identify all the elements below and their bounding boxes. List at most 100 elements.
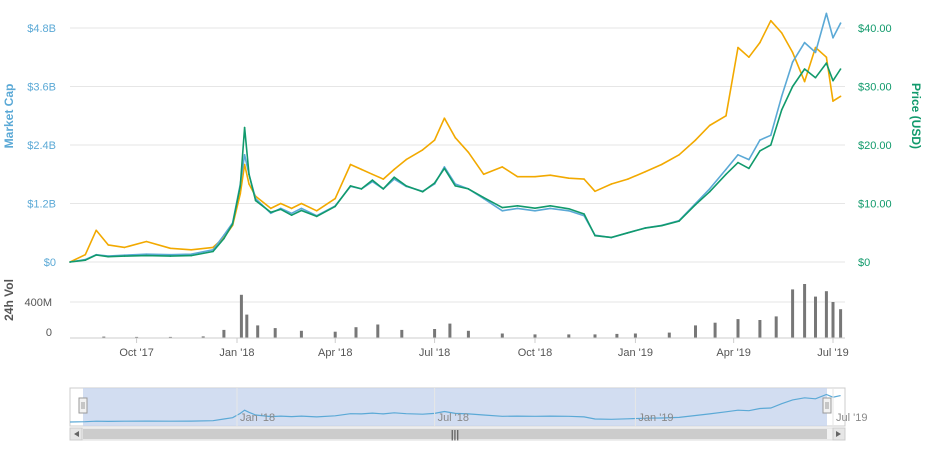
right-tick-label: $10.00 xyxy=(858,199,892,211)
data-point-btc_price xyxy=(501,166,504,168)
data-point-price xyxy=(84,259,87,262)
scrollbar-grip: ||| xyxy=(451,429,460,441)
handle-body[interactable] xyxy=(78,397,88,414)
data-point-market_cap xyxy=(759,139,761,141)
data-point-btc_price xyxy=(748,56,750,58)
data-point-price xyxy=(231,223,234,225)
data-point-btc_price xyxy=(770,19,772,22)
scrollbar-thumb[interactable] xyxy=(83,429,827,439)
main-plot xyxy=(69,12,842,263)
data-point-price xyxy=(95,254,97,256)
data-point-btc_price xyxy=(315,210,318,212)
data-point-btc_price xyxy=(694,139,697,141)
data-point-btc_price xyxy=(534,175,536,178)
data-point-btc_price xyxy=(549,174,552,176)
data-point-market_cap xyxy=(534,210,536,212)
data-point-btc_price xyxy=(759,41,761,44)
data-point-price xyxy=(405,185,408,187)
data-point-btc_price xyxy=(627,178,629,180)
volume-bar xyxy=(713,322,717,338)
data-point-btc_price xyxy=(95,229,97,232)
volume-bar xyxy=(448,323,452,338)
handle-body[interactable] xyxy=(822,397,832,414)
left-tick-label: $3.6B xyxy=(27,82,56,94)
data-point-btc_price xyxy=(725,115,727,117)
data-point-btc_price xyxy=(737,46,739,49)
data-point-market_cap xyxy=(501,210,504,212)
chevron-left-icon xyxy=(74,431,79,437)
data-point-market_cap xyxy=(145,253,148,255)
x-tick-label: Apr '19 xyxy=(716,347,751,359)
series-line-price xyxy=(69,62,842,263)
data-point-market_cap xyxy=(725,168,727,171)
data-point-price xyxy=(748,167,750,170)
volume-tick-label: 400M xyxy=(24,297,52,309)
chevron-right-icon xyxy=(836,431,841,437)
data-point-price xyxy=(678,220,680,222)
data-point-btc_price xyxy=(467,151,470,154)
data-point-price xyxy=(832,79,834,82)
data-point-price xyxy=(467,188,470,190)
volume-bar xyxy=(667,332,671,338)
data-point-btc_price xyxy=(825,56,828,58)
data-point-market_cap xyxy=(708,188,711,190)
data-point-btc_price xyxy=(433,139,436,141)
x-tick-label: Jul '18 xyxy=(419,347,450,359)
data-point-btc_price xyxy=(360,168,363,171)
data-point-price xyxy=(610,236,613,239)
x-axis: Oct '17 Jan '18 Apr '18 Jul '18 Oct '18 Jan '… xyxy=(70,337,849,359)
data-point-price xyxy=(482,196,485,199)
data-point-market_cap xyxy=(791,61,794,63)
data-point-market_cap xyxy=(568,210,570,212)
x-tick-label: Oct '18 xyxy=(518,347,553,359)
navigator-selected-range[interactable] xyxy=(83,388,827,426)
data-point-price xyxy=(190,254,192,257)
data-point-btc_price xyxy=(334,197,337,200)
data-point-price xyxy=(371,179,374,181)
x-tick-label: Jan '18 xyxy=(219,347,254,359)
data-point-price xyxy=(516,205,519,207)
navigator-left-handle[interactable] xyxy=(78,397,88,414)
right-axis-title: Price (USD) xyxy=(909,83,923,149)
volume-bar xyxy=(791,289,795,338)
data-point-price xyxy=(725,173,727,176)
main-gridlines: $0 $1.2B $2.4B $3.6B $4.8B $0 $10.00 $20.00 $30.… xyxy=(27,23,891,269)
volume-tick-label: 0 xyxy=(46,327,52,339)
left-tick-label: $1.2B xyxy=(27,199,56,211)
data-point-btc_price xyxy=(610,183,613,185)
data-point-btc_price xyxy=(382,178,385,180)
scrollbar[interactable]: ||| xyxy=(69,427,846,441)
data-point-price xyxy=(212,250,214,253)
data-point-btc_price xyxy=(212,246,214,249)
data-point-market_cap xyxy=(770,134,772,137)
data-point-price xyxy=(594,234,596,237)
volume-bar xyxy=(593,334,597,338)
data-point-market_cap xyxy=(300,207,303,210)
navigator-right-handle[interactable] xyxy=(822,397,832,414)
data-point-btc_price xyxy=(393,168,396,171)
data-point-market_cap xyxy=(832,37,834,39)
data-point-btc_price xyxy=(270,207,272,210)
data-point-price xyxy=(644,227,646,229)
data-point-price xyxy=(334,205,337,208)
data-point-price xyxy=(349,185,352,187)
volume-bar xyxy=(222,329,226,338)
navigator[interactable]: Jan '18 Jul '18 Jan '19 Jul '19 xyxy=(69,387,867,427)
data-point-btc_price xyxy=(421,149,424,151)
data-point-btc_price xyxy=(803,80,806,83)
data-point-btc_price xyxy=(371,173,374,176)
axis-titles: Market Cap Price (USD) 24h Vol xyxy=(2,83,923,321)
right-tick-label: $40.00 xyxy=(858,23,892,35)
data-point-market_cap xyxy=(190,253,192,255)
right-tick-label: $0 xyxy=(858,257,870,269)
volume-bar xyxy=(168,336,172,338)
x-tick-label: Apr '18 xyxy=(318,347,353,359)
volume-panel: 400M 0 xyxy=(24,284,845,339)
data-point-btc_price xyxy=(454,136,457,139)
data-point-btc_price xyxy=(443,117,446,119)
data-point-btc_price xyxy=(839,95,842,98)
volume-bar xyxy=(839,309,843,338)
data-point-price xyxy=(243,126,246,129)
left-tick-label: $2.4B xyxy=(27,140,56,152)
volume-bar xyxy=(814,296,817,338)
